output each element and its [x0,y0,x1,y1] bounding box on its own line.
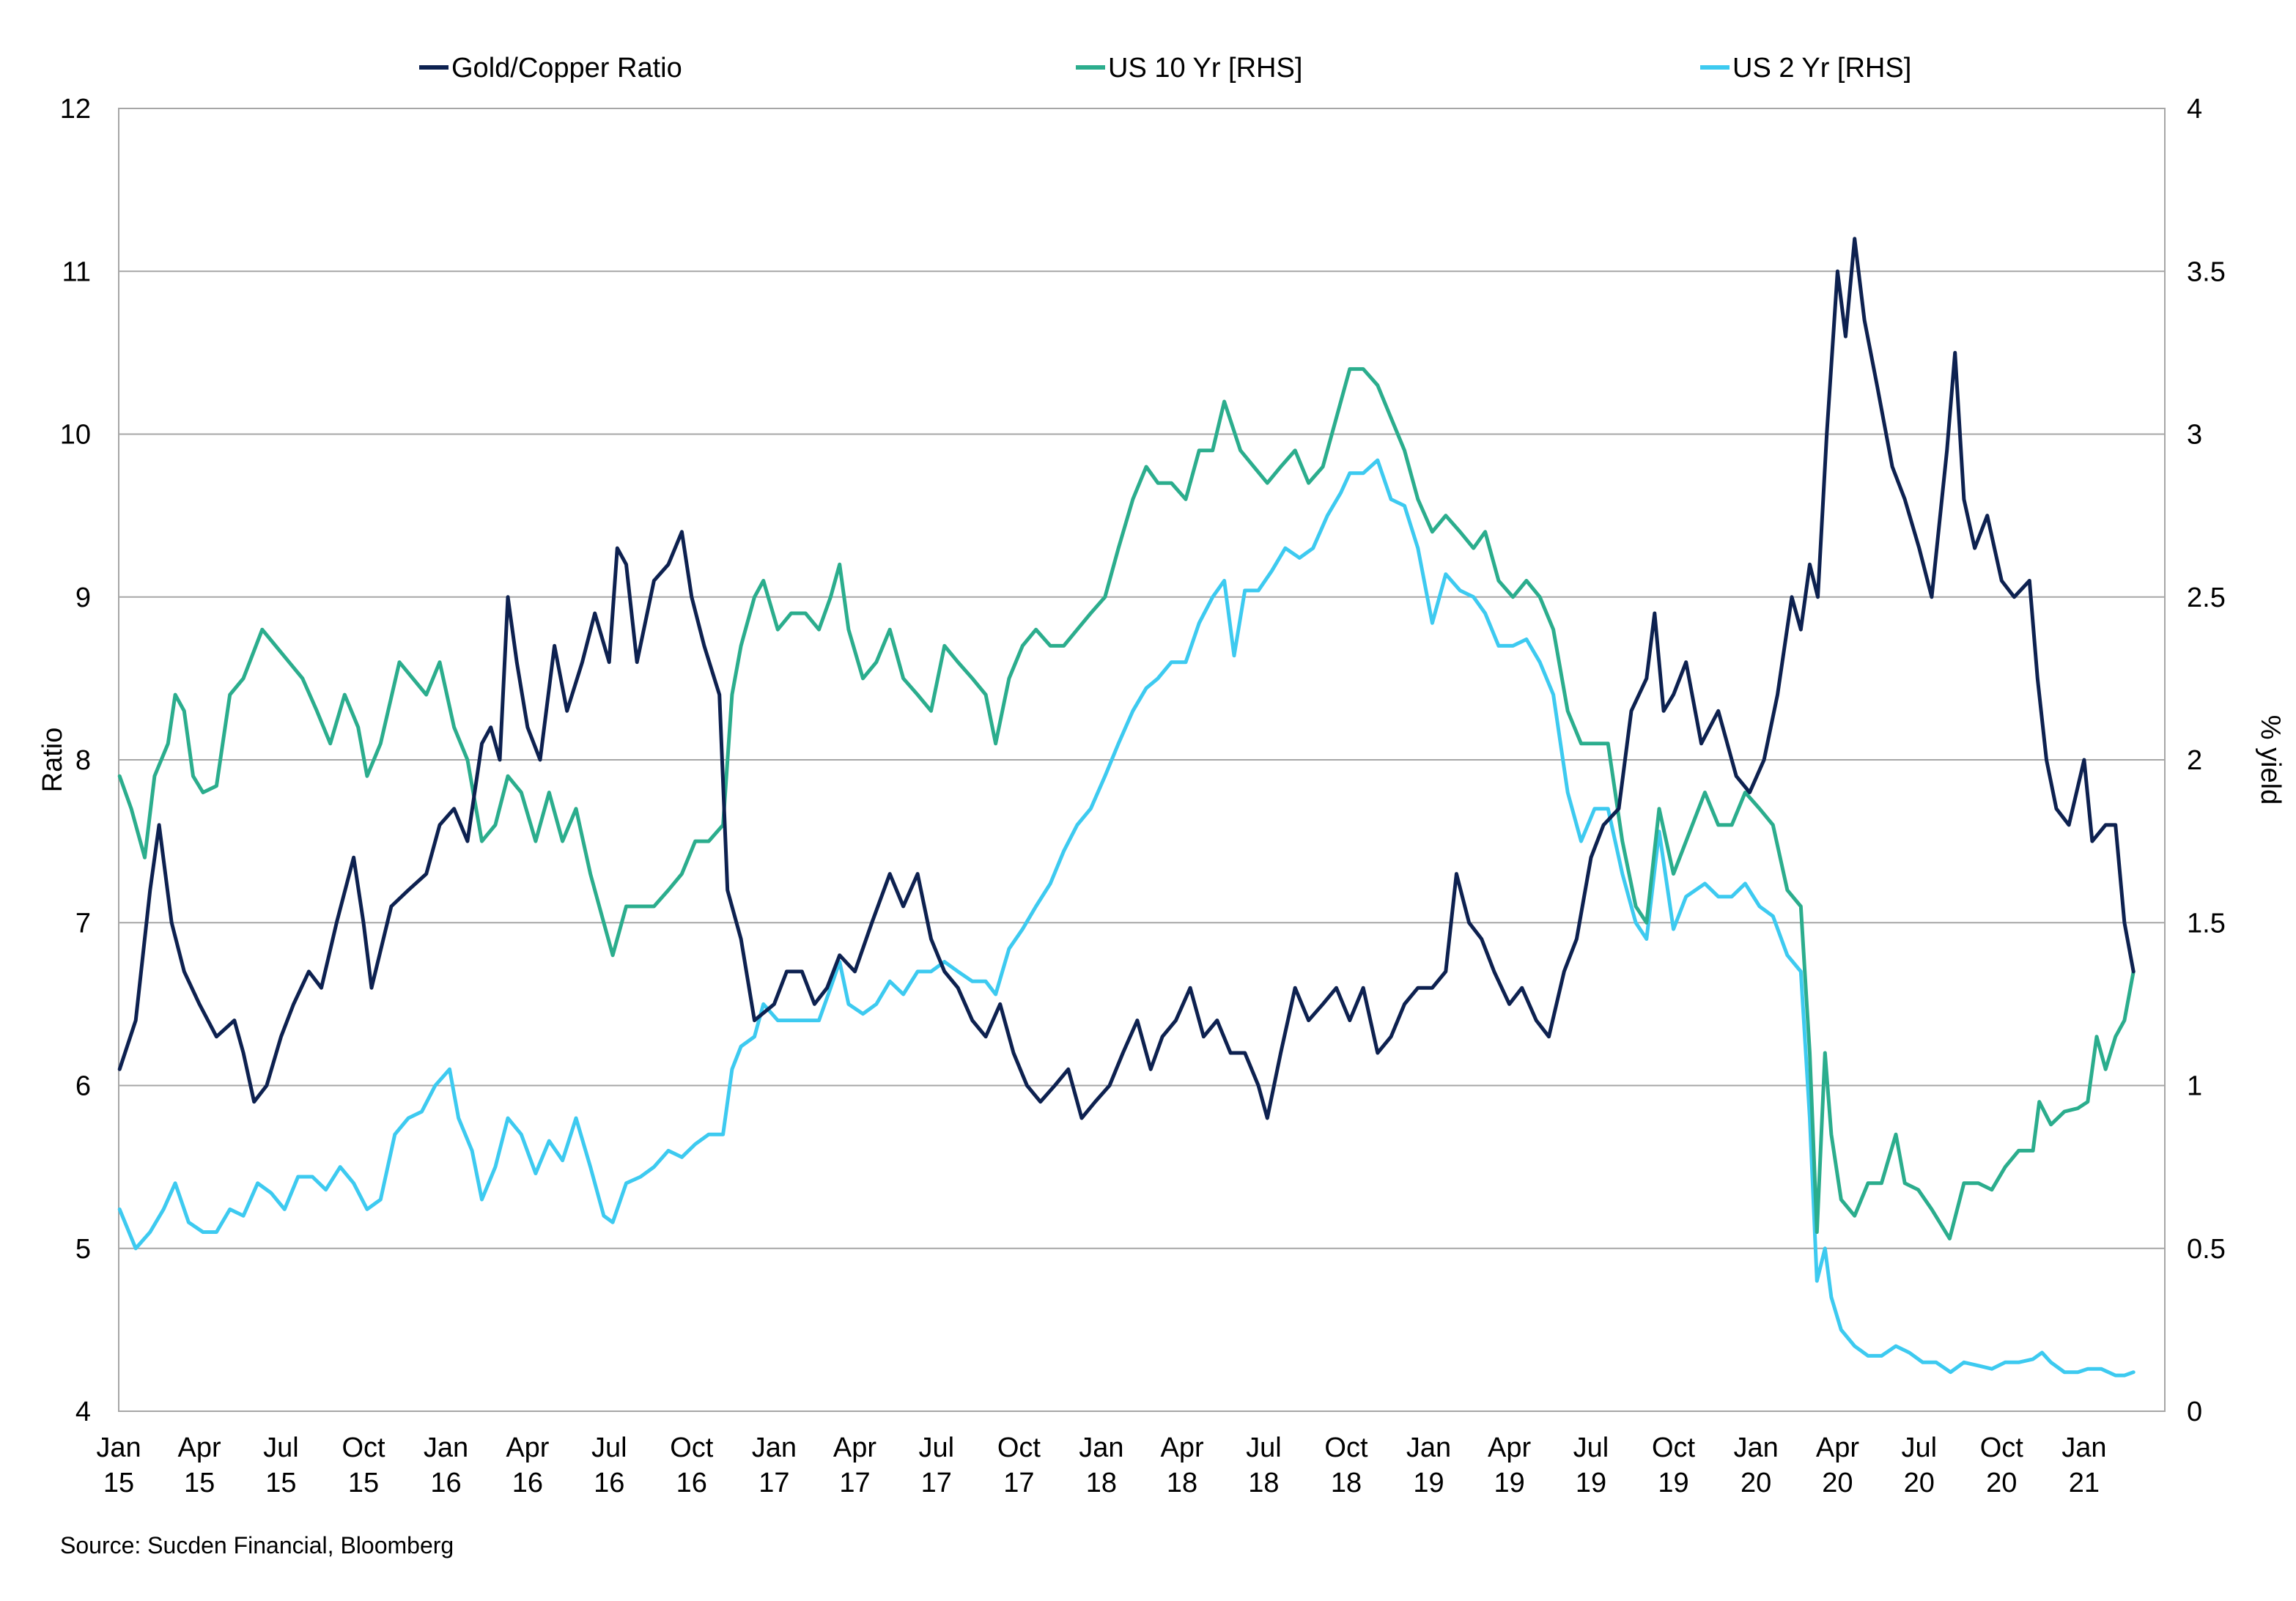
x-tick-label-month: Oct [1980,1432,2024,1463]
x-tick-label-month: Apr [1488,1432,1531,1463]
left-axis-ticks: 4 5 6 7 8 9 10 11 12 [60,94,91,1427]
right-tick-label: 3 [2187,420,2202,451]
x-tick-label-month: Apr [1160,1432,1203,1463]
plot-area-frame [118,108,2166,1412]
legend-label: US 10 Yr [RHS] [1108,53,1302,84]
x-tick-label-month: Oct [342,1432,385,1463]
x-tick-label-year: 16 [676,1468,707,1498]
x-tick-label-month: Jul [1901,1432,1937,1463]
x-tick-label-month: Jul [1573,1432,1609,1463]
legend: Gold/Copper Ratio US 10 Yr [RHS] US 2 Yr [… [419,53,1911,84]
source-note: Source: Sucden Financial, Bloomberg [60,1532,454,1559]
x-tick-label-year: 19 [1413,1468,1444,1498]
left-tick-label: 9 [75,583,91,613]
x-tick-label-year: 17 [1003,1468,1034,1498]
x-tick-label-month: Apr [833,1432,876,1463]
left-tick-label: 12 [60,94,91,125]
x-tick-label-month: Jan [424,1432,468,1463]
x-tick-label-month: Oct [670,1432,714,1463]
gridlines [119,108,2165,1412]
x-tick-label-month: Oct [1652,1432,1696,1463]
x-tick-label-year: 18 [1331,1468,1362,1498]
series-line-gold-copper-ratio [117,237,2136,1120]
x-tick-label-month: Jan [1733,1432,1778,1463]
x-tick-label-month: Jul [263,1432,299,1463]
x-tick-label-month: Oct [997,1432,1041,1463]
legend-item: US 2 Yr [RHS] [1700,53,1911,84]
legend-item: Gold/Copper Ratio [419,53,682,84]
x-tick-label-year: 15 [103,1468,134,1498]
left-tick-label: 8 [75,745,91,776]
series-line-us-10-yr-rhs [117,367,2136,1241]
x-tick-label-year: 18 [1086,1468,1117,1498]
right-axis-title: % yield [2255,715,2286,805]
x-tick-label-month: Jan [1079,1432,1123,1463]
x-tick-label-year: 17 [839,1468,870,1498]
right-axis-ticks: 0 0.5 1 1.5 2 2.5 3 3.5 4 [2187,94,2226,1427]
x-tick-label-year: 15 [265,1468,296,1498]
x-tick-label-month: Apr [506,1432,549,1463]
x-tick-label-month: Apr [1816,1432,1859,1463]
left-tick-label: 7 [75,908,91,939]
x-axis-ticks: Jan 15 Apr 15 Jul 15 Oct 15 Jan 16 Apr 16 Jul 16 Oct 16… [96,1432,2106,1498]
x-tick-label-year: 15 [348,1468,379,1498]
x-tick-label-year: 18 [1248,1468,1279,1498]
x-tick-label-year: 17 [921,1468,952,1498]
x-tick-label-year: 19 [1494,1468,1524,1498]
x-tick-label-month: Jan [96,1432,141,1463]
x-tick-label-year: 15 [184,1468,215,1498]
left-tick-label: 6 [75,1071,91,1102]
x-tick-label-year: 17 [758,1468,789,1498]
x-tick-label-year: 20 [1986,1468,2017,1498]
left-tick-label: 5 [75,1234,91,1265]
x-tick-label-month: Oct [1324,1432,1368,1463]
legend-item: US 10 Yr [RHS] [1076,53,1302,84]
legend-label: Gold/Copper Ratio [451,53,682,84]
x-tick-label-month: Jul [591,1432,627,1463]
legend-label: US 2 Yr [RHS] [1732,53,1911,84]
x-tick-label-year: 21 [2069,1468,2100,1498]
x-tick-label-year: 20 [1822,1468,1853,1498]
right-tick-label: 3.5 [2187,256,2226,287]
x-tick-label-month: Jan [752,1432,797,1463]
x-tick-label-year: 16 [512,1468,543,1498]
x-tick-label-year: 18 [1167,1468,1197,1498]
series-line-us-2-yr-rhs [117,458,2136,1378]
x-tick-label-year: 19 [1576,1468,1606,1498]
x-tick-label-year: 16 [430,1468,461,1498]
series-layer [117,237,2136,1378]
x-tick-label-month: Apr [178,1432,221,1463]
x-tick-label-year: 19 [1658,1468,1688,1498]
right-tick-label: 2.5 [2187,583,2226,613]
right-tick-label: 0.5 [2187,1234,2226,1265]
x-tick-label-year: 20 [1904,1468,1935,1498]
x-tick-label-year: 16 [594,1468,624,1498]
right-tick-label: 1.5 [2187,908,2226,939]
left-axis-title: Ratio [37,728,68,793]
x-tick-label-month: Jul [919,1432,955,1463]
x-tick-label-month: Jul [1246,1432,1282,1463]
right-tick-label: 2 [2187,745,2202,776]
x-tick-label-year: 20 [1741,1468,1771,1498]
x-tick-label-month: Jan [2061,1432,2106,1463]
left-tick-label: 4 [75,1397,91,1427]
left-tick-label: 10 [60,420,91,451]
right-tick-label: 4 [2187,94,2202,125]
right-tick-label: 1 [2187,1071,2202,1102]
right-tick-label: 0 [2187,1397,2202,1427]
x-tick-label-month: Jan [1406,1432,1451,1463]
left-tick-label: 11 [62,256,91,287]
